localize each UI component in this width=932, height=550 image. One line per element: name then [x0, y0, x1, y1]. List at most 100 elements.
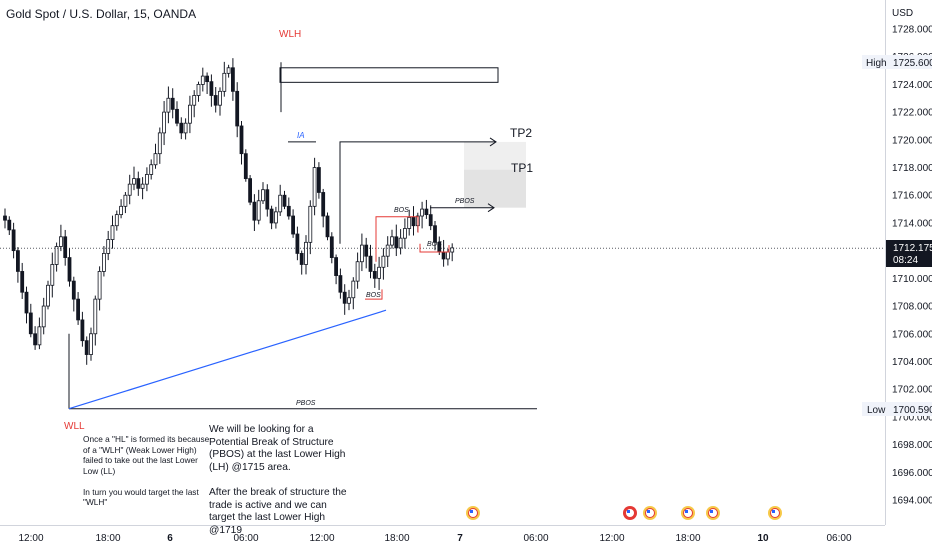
candle: [84, 336, 89, 365]
y-tick-label: 1700.000: [892, 412, 932, 423]
bos-label-1: BOS: [394, 207, 409, 214]
candle: [342, 284, 347, 315]
candle: [205, 72, 210, 95]
tp2-arrow-head: [489, 137, 497, 147]
candle: [273, 206, 278, 229]
pbos-upper-label: PBOS: [455, 198, 475, 205]
candle: [316, 162, 321, 199]
candle: [428, 205, 433, 231]
candle: [187, 95, 192, 134]
y-tick-label: 1704.000: [892, 357, 932, 368]
candle: [420, 201, 425, 229]
candle: [166, 86, 171, 124]
candle: [372, 263, 377, 288]
candle: [222, 61, 227, 97]
pbos-upper-arrow-head: [487, 203, 495, 213]
candle: [140, 177, 145, 200]
candle: [239, 120, 244, 165]
candle: [132, 166, 136, 191]
us-flag-icon[interactable]: [466, 506, 480, 520]
candle: [192, 90, 197, 118]
candle: [243, 149, 248, 182]
candle: [381, 248, 386, 280]
candle: [149, 159, 154, 180]
candle: [144, 167, 149, 192]
candle: [179, 117, 184, 140]
x-tick-label: 12:00: [309, 533, 334, 544]
us-flag-icon[interactable]: [681, 506, 695, 520]
y-tick-label: 1702.000: [892, 385, 932, 396]
candle: [110, 215, 115, 249]
us-flag-icon[interactable]: [706, 506, 720, 520]
low-value: 1700.590: [893, 405, 932, 416]
candle: [411, 206, 416, 236]
candle: [252, 194, 257, 231]
y-tick-label: 1714.000: [892, 218, 932, 229]
candle: [28, 303, 33, 338]
candle: [20, 262, 25, 299]
candle: [261, 182, 265, 205]
candle: [3, 208, 7, 229]
tp2-arrow-line[interactable]: [339, 141, 496, 244]
ia-label: IA: [297, 131, 305, 140]
candle: [119, 199, 123, 219]
last-price-marker: 1712.175 08:24: [886, 240, 932, 267]
candle: [106, 230, 111, 261]
us-flag-icon[interactable]: [768, 506, 782, 520]
candle: [286, 197, 291, 220]
time-axis[interactable]: 12:00 18:00 6 06:00 12:00 18:00 7 06:00 12:00 18:…: [18, 533, 851, 544]
candle: [407, 209, 412, 236]
us-flag-icon[interactable]: [623, 506, 637, 520]
y-tick-label: 1724.000: [892, 80, 932, 91]
x-tick-label: 12:00: [18, 533, 43, 544]
candle: [347, 289, 351, 311]
bos-line-2[interactable]: [419, 243, 450, 253]
candle: [46, 280, 50, 310]
y-tick-label: 1720.000: [892, 135, 932, 146]
y-tick-label: 1694.000: [892, 496, 932, 507]
y-tick-label: 1710.000: [892, 274, 932, 285]
x-tick-label: 18:00: [384, 533, 409, 544]
wlh-label: WLH: [279, 29, 301, 40]
candle: [114, 210, 119, 231]
candle: [390, 229, 394, 249]
us-flag-icon[interactable]: [643, 506, 657, 520]
candle: [385, 236, 390, 268]
event-flags[interactable]: [466, 506, 782, 520]
bos-line-3[interactable]: [365, 289, 383, 300]
y-tick-label: 1728.000: [892, 25, 932, 36]
y-tick-label: 1698.000: [892, 440, 932, 451]
trend-line[interactable]: [68, 309, 387, 410]
y-tick-label: 1706.000: [892, 329, 932, 340]
candle: [183, 118, 188, 140]
candle: [424, 199, 429, 219]
x-tick-label: 06:00: [233, 533, 258, 544]
candle: [213, 87, 218, 113]
candle: [41, 297, 46, 335]
candle: [295, 226, 300, 261]
candle: [67, 248, 72, 287]
currency-label: USD: [892, 8, 913, 19]
candle: [364, 237, 369, 269]
candle: [11, 222, 16, 259]
candle: [97, 266, 102, 311]
candle: [325, 212, 330, 241]
chart-title: Gold Spot / U.S. Dollar, 15, OANDA: [6, 7, 197, 21]
candle: [291, 209, 296, 238]
candle: [7, 216, 12, 236]
candle: [269, 205, 274, 230]
candle: [329, 232, 334, 264]
candle: [54, 242, 59, 272]
last-price-countdown: 08:24: [893, 255, 918, 266]
bos-line-1[interactable]: [375, 216, 419, 262]
candle: [368, 244, 373, 279]
wlh-zone-box[interactable]: [279, 67, 499, 83]
high-value: 1725.600: [893, 58, 932, 69]
candle: [76, 292, 80, 325]
tp-zone-layer: [464, 141, 526, 208]
candle: [398, 229, 403, 255]
x-tick-label: 18:00: [675, 533, 700, 544]
tp2-label: TP2: [510, 126, 532, 140]
y-tick-label: 1696.000: [892, 468, 932, 479]
